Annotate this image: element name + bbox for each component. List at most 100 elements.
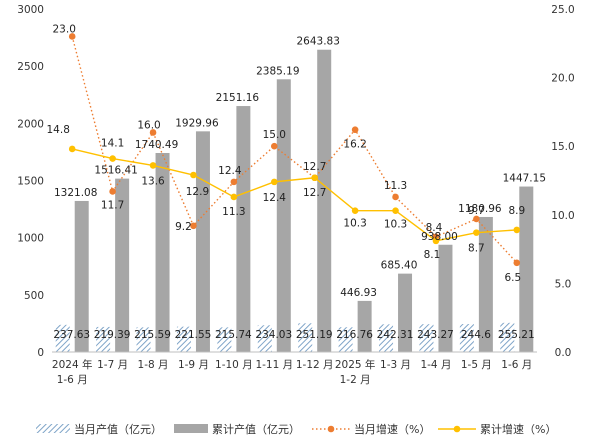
monthly-output-bar [419,324,434,352]
monthly-output-label: 255.21 [498,329,535,341]
cumulative-growth-line-point [473,229,480,236]
cumulative-output-bar [236,106,251,352]
cumulative-growth-label: 8.7 [468,243,485,255]
legend-monthly-growth-marker [327,425,335,433]
lines-layer [68,33,521,267]
x-axis-category-label: 1-3 月 [380,359,411,371]
x-axis-category-label: 1-4 月 [420,359,451,371]
monthly-growth-line-point [270,142,278,150]
monthly-growth-line-point [473,215,480,223]
cumulative-growth-label: 8.9 [508,205,525,217]
cumulative-output-bar [195,131,210,352]
monthly-growth-label: 11.7 [101,199,124,211]
cumulative-output-bar [155,153,170,352]
monthly-growth-line-point [392,193,399,201]
monthly-output-label: 216.76 [336,329,373,341]
x-axis-category-label: 1-9 月 [178,359,209,371]
right-axis-tick-label: 20.0 [551,73,574,85]
left-axis-tick-label: 1000 [17,233,44,245]
monthly-growth-line [71,36,518,264]
monthly-output-label: 243.27 [417,329,454,341]
legend-cumulative-output-swatch [174,424,208,433]
cumulative-output-bar [115,178,130,352]
cumulative-growth-line-point [68,145,76,153]
monthly-output-bar [55,324,70,352]
cumulative-output-label: 938.00 [421,231,458,243]
cumulative-output-bar [519,186,534,352]
monthly-growth-line-point [68,33,76,40]
legend-monthly-output-label: 当月产值（亿元） [74,422,162,436]
data-labels-layer: 237.63 219.39 215.59 221.55 215.74 234.03 251.… [47,23,546,341]
monthly-growth-label: 12.7 [303,161,326,173]
x-axis-category-label: 2025 年 1-2 月 [335,358,376,386]
legend-cumulative-growth-label: 累计增速（%） [480,422,556,436]
cumulative-output-label: 1447.15 [503,173,546,185]
monthly-growth-line-point [190,222,197,230]
cumulative-growth-line-point [270,178,278,186]
monthly-growth-label: 12.4 [218,165,242,177]
monthly-output-label: 251.19 [296,329,333,341]
monthly-growth-label: 15.0 [263,129,286,141]
monthly-growth-label: 9.2 [175,221,192,233]
cumulative-growth-label: 12.4 [263,192,287,204]
cumulative-output-label: 2643.83 [296,36,339,48]
cumulative-output-bar [317,49,332,352]
legend-monthly-output-swatch [36,424,70,433]
cumulative-output-bar [398,273,413,352]
cumulative-growth-line-point [351,207,359,214]
cumulative-output-label: 1516.41 [94,165,137,177]
cumulative-output-bar [438,244,453,352]
monthly-output-bar [338,327,353,352]
cumulative-growth-label: 8.1 [424,249,441,261]
monthly-output-bar [379,324,394,352]
right-axis-tick-label: 0.0 [555,347,572,359]
bars-layer [55,49,534,352]
monthly-growth-line-point [109,188,116,195]
cumulative-output-label: 1321.08 [54,187,97,199]
monthly-output-bar [257,325,272,352]
left-axis-tick-label: 2000 [17,118,44,130]
monthly-output-label: 234.03 [255,329,292,341]
monthly-output-label: 219.39 [94,329,131,341]
cumulative-growth-line-point [513,226,521,234]
left-axis-tick-label: 500 [24,290,44,302]
right-axis-tick-label: 15.0 [551,141,574,153]
cumulative-output-label: 1740.49 [135,139,178,151]
cumulative-growth-line-point [311,174,319,182]
monthly-growth-label: 8.4 [426,222,443,234]
cumulative-growth-label: 10.3 [343,218,366,230]
monthly-output-label: 244.6 [461,329,491,341]
cumulative-growth-line-point [149,162,157,169]
cumulative-output-label: 1929.96 [175,117,219,129]
monthly-output-label: 215.59 [134,329,171,341]
monthly-growth-line-point [351,126,359,134]
monthly-growth-label: 16.0 [137,119,160,131]
cumulative-growth-label: 14.8 [47,124,70,136]
monthly-output-label: 221.55 [175,329,212,341]
cumulative-output-label: 2151.16 [216,92,260,104]
x-axis-category-label: 1-6 月 [501,359,532,371]
legend-cumulative-growth-marker [453,425,461,433]
x-axis-category-label: 2024 年 1-6 月 [52,358,93,386]
cumulative-growth-label: 12.7 [303,187,326,199]
monthly-output-label: 215.74 [215,329,252,341]
cumulative-growth-line-point [190,171,197,179]
monthly-output-bar [96,326,111,352]
monthly-output-bar [136,327,151,352]
cumulative-growth-label: 10.3 [384,219,407,231]
cumulative-output-label: 685.40 [381,260,418,272]
monthly-growth-label: 23.0 [53,23,76,35]
legend-cumulative-output-label: 累计产值（亿元） [212,422,300,436]
monthly-output-bar [176,326,191,352]
monthly-output-bar [459,324,474,352]
x-axis-category-label: 1-7 月 [97,359,128,371]
monthly-growth-label: 11.3 [384,180,407,192]
cumulative-output-bar [276,79,291,352]
monthly-output-bar [500,322,515,352]
monthly-output-bar [298,323,313,352]
legend-monthly-growth-label: 当月增速（%） [354,422,430,436]
axes-layer: 0 500 1000 1500 2000 2500 3000 0.0 5.0 10.0 15.0 20… [17,4,574,386]
cumulative-output-label: 1180.96 [458,203,502,215]
